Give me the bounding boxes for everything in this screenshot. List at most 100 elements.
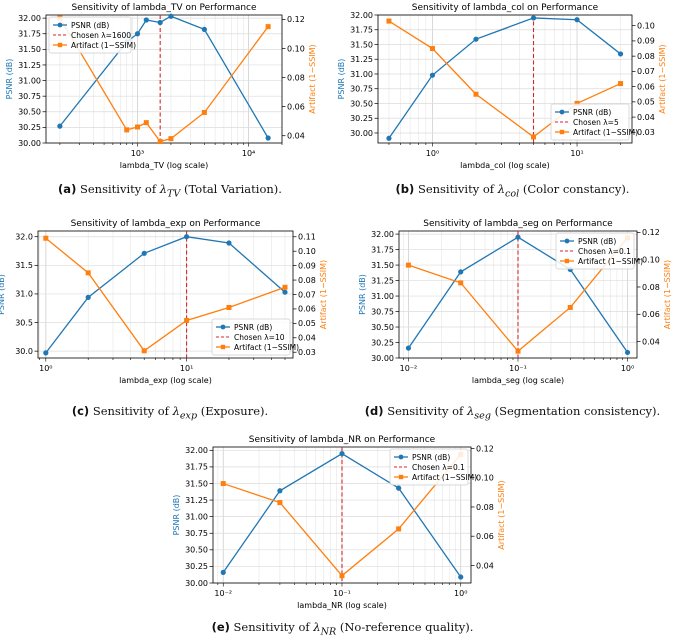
artifact-point [201, 109, 207, 115]
y-tick-label: 30.75 [350, 85, 373, 94]
legend-artifact-label: Artifact (1−SSIM) [573, 128, 638, 137]
plot-frame [45, 14, 283, 144]
y-axis-label: PSNR (dB) [358, 274, 367, 315]
y2-axis-label: Artifact (1−SSIM) [308, 44, 317, 113]
y2-tick-label: 0.06 [476, 532, 494, 541]
x-tick-label: 10³ [131, 149, 144, 158]
artifact-point [141, 348, 147, 354]
y-axis-label: PSNR (dB) [5, 59, 14, 100]
psnr-point [168, 13, 174, 19]
psnr-point [134, 31, 141, 37]
psnr-point [396, 485, 402, 491]
chart-panel-b: 30.00 30.25 30.50 30.75 31.00 31.25 31.50 31.75… [337, 3, 667, 170]
y-tick-label: 30.50 [371, 323, 394, 332]
y2-axis-label: Artifact (1−SSIM) [497, 480, 506, 549]
legend-artifact-marker [564, 258, 570, 264]
y2-tick-label: 0.08 [637, 52, 655, 61]
artifact-point [282, 284, 288, 290]
y-tick-label: 30.50 [350, 99, 373, 108]
x-axis-label: lambda_seg (log scale) [472, 376, 564, 385]
y2-tick-label: 0.12 [287, 15, 305, 24]
artifact-point [157, 139, 163, 145]
artifact-point [85, 270, 91, 276]
y-tick-label: 31.50 [185, 479, 208, 488]
y-tick-label: 30.5 [15, 318, 33, 327]
psnr-point [624, 349, 631, 356]
y2-tick-label: 0.04 [287, 132, 305, 141]
y2-tick-label: 0.10 [476, 474, 494, 483]
psnr-point [57, 123, 63, 129]
y-tick-label: 31.75 [18, 30, 41, 39]
y2-tick-label: 0.06 [287, 102, 305, 111]
artifact-point [339, 573, 345, 579]
y-tick-label: 30.25 [185, 562, 208, 571]
y-tick-label: 31.75 [350, 26, 373, 35]
y-tick-label: 31.75 [185, 463, 208, 472]
legend-psnr-marker [57, 22, 63, 28]
y-tick-label: 30.25 [371, 338, 394, 347]
y-tick-label: 31.5 [15, 261, 33, 270]
y2-tick-label: 0.10 [642, 255, 660, 264]
y2-tick-label: 0.09 [298, 261, 316, 270]
legend-psnr-label: PSNR (dB) [71, 21, 109, 30]
chart-panel-a: 30.00 30.25 30.50 30.75 31.00 31.25 31.50 31.75… [5, 3, 317, 170]
artifact-point [220, 481, 226, 487]
psnr-point [282, 289, 288, 295]
y-tick-label: 32.00 [185, 446, 208, 455]
caption-e: (e) Sensitivity of λNR (No-reference qua… [211, 620, 474, 638]
x-axis-label: lambda_exp (log scale) [119, 376, 212, 385]
y2-tick-label: 0.12 [642, 228, 660, 237]
artifact-point [226, 304, 232, 310]
y2-tick-label: 0.06 [298, 305, 316, 314]
y-tick-label: 31.00 [18, 76, 41, 85]
y2-tick-label: 0.08 [642, 283, 660, 292]
y-tick-label: 31.50 [350, 40, 373, 49]
artifact-point [396, 526, 402, 532]
x-axis-label: lambda_NR (log scale) [297, 601, 387, 610]
y2-tick-label: 0.04 [642, 337, 660, 346]
y-tick-label: 31.50 [371, 261, 394, 270]
chart-title: Sensitivity of lambda_TV on Performance [71, 3, 257, 13]
y-tick-label: 31.25 [350, 55, 373, 64]
legend-artifact-label: Artifact (1−SSIM) [234, 343, 299, 352]
artifact-point [135, 124, 141, 130]
psnr-point [405, 345, 412, 351]
y2-tick-label: 0.06 [642, 310, 660, 319]
legend-artifact-marker [559, 129, 565, 135]
psnr-point [458, 269, 464, 275]
artifact-point [277, 500, 283, 506]
y2-tick-label: 0.09 [637, 37, 655, 46]
artifact-line [388, 20, 621, 138]
psnr-point [277, 488, 283, 494]
legend-psnr-label: PSNR (dB) [412, 453, 450, 462]
artifact-point [405, 262, 411, 268]
chart-title: Sensitivity of lambda_seg on Performance [423, 219, 613, 229]
artifact-point [265, 24, 271, 30]
psnr-point [339, 451, 345, 457]
psnr-point [458, 574, 464, 580]
legend-chosen-label: Chosen λ=0.1 [578, 247, 631, 256]
y2-tick-label: 0.03 [637, 128, 655, 137]
psnr-point [143, 17, 149, 23]
artifact-point [531, 134, 537, 140]
legend-artifact-marker [220, 344, 226, 350]
y-tick-label: 31.00 [371, 292, 394, 301]
x-tick-label: 10⁻¹ [333, 589, 351, 598]
artifact-point [143, 120, 149, 126]
y2-tick-label: 0.11 [298, 233, 316, 242]
artifact-point [458, 280, 464, 286]
y2-tick-label: 0.08 [476, 503, 494, 512]
legend-psnr-marker [559, 109, 565, 115]
y2-tick-label: 0.05 [637, 98, 655, 107]
chart-panel-d: 30.00 30.25 30.50 30.75 31.00 31.25 31.50 31.75… [358, 219, 672, 385]
legend-box [555, 232, 635, 270]
y-tick-label: 32.00 [350, 11, 373, 20]
legend-artifact-label: Artifact (1−SSIM) [578, 257, 643, 266]
chart-title: Sensitivity of lambda_NR on Performance [249, 435, 436, 445]
y2-tick-label: 0.08 [298, 276, 316, 285]
y2-axis-label: Artifact (1−SSIM) [663, 260, 672, 329]
legend-psnr-label: PSNR (dB) [234, 323, 272, 332]
